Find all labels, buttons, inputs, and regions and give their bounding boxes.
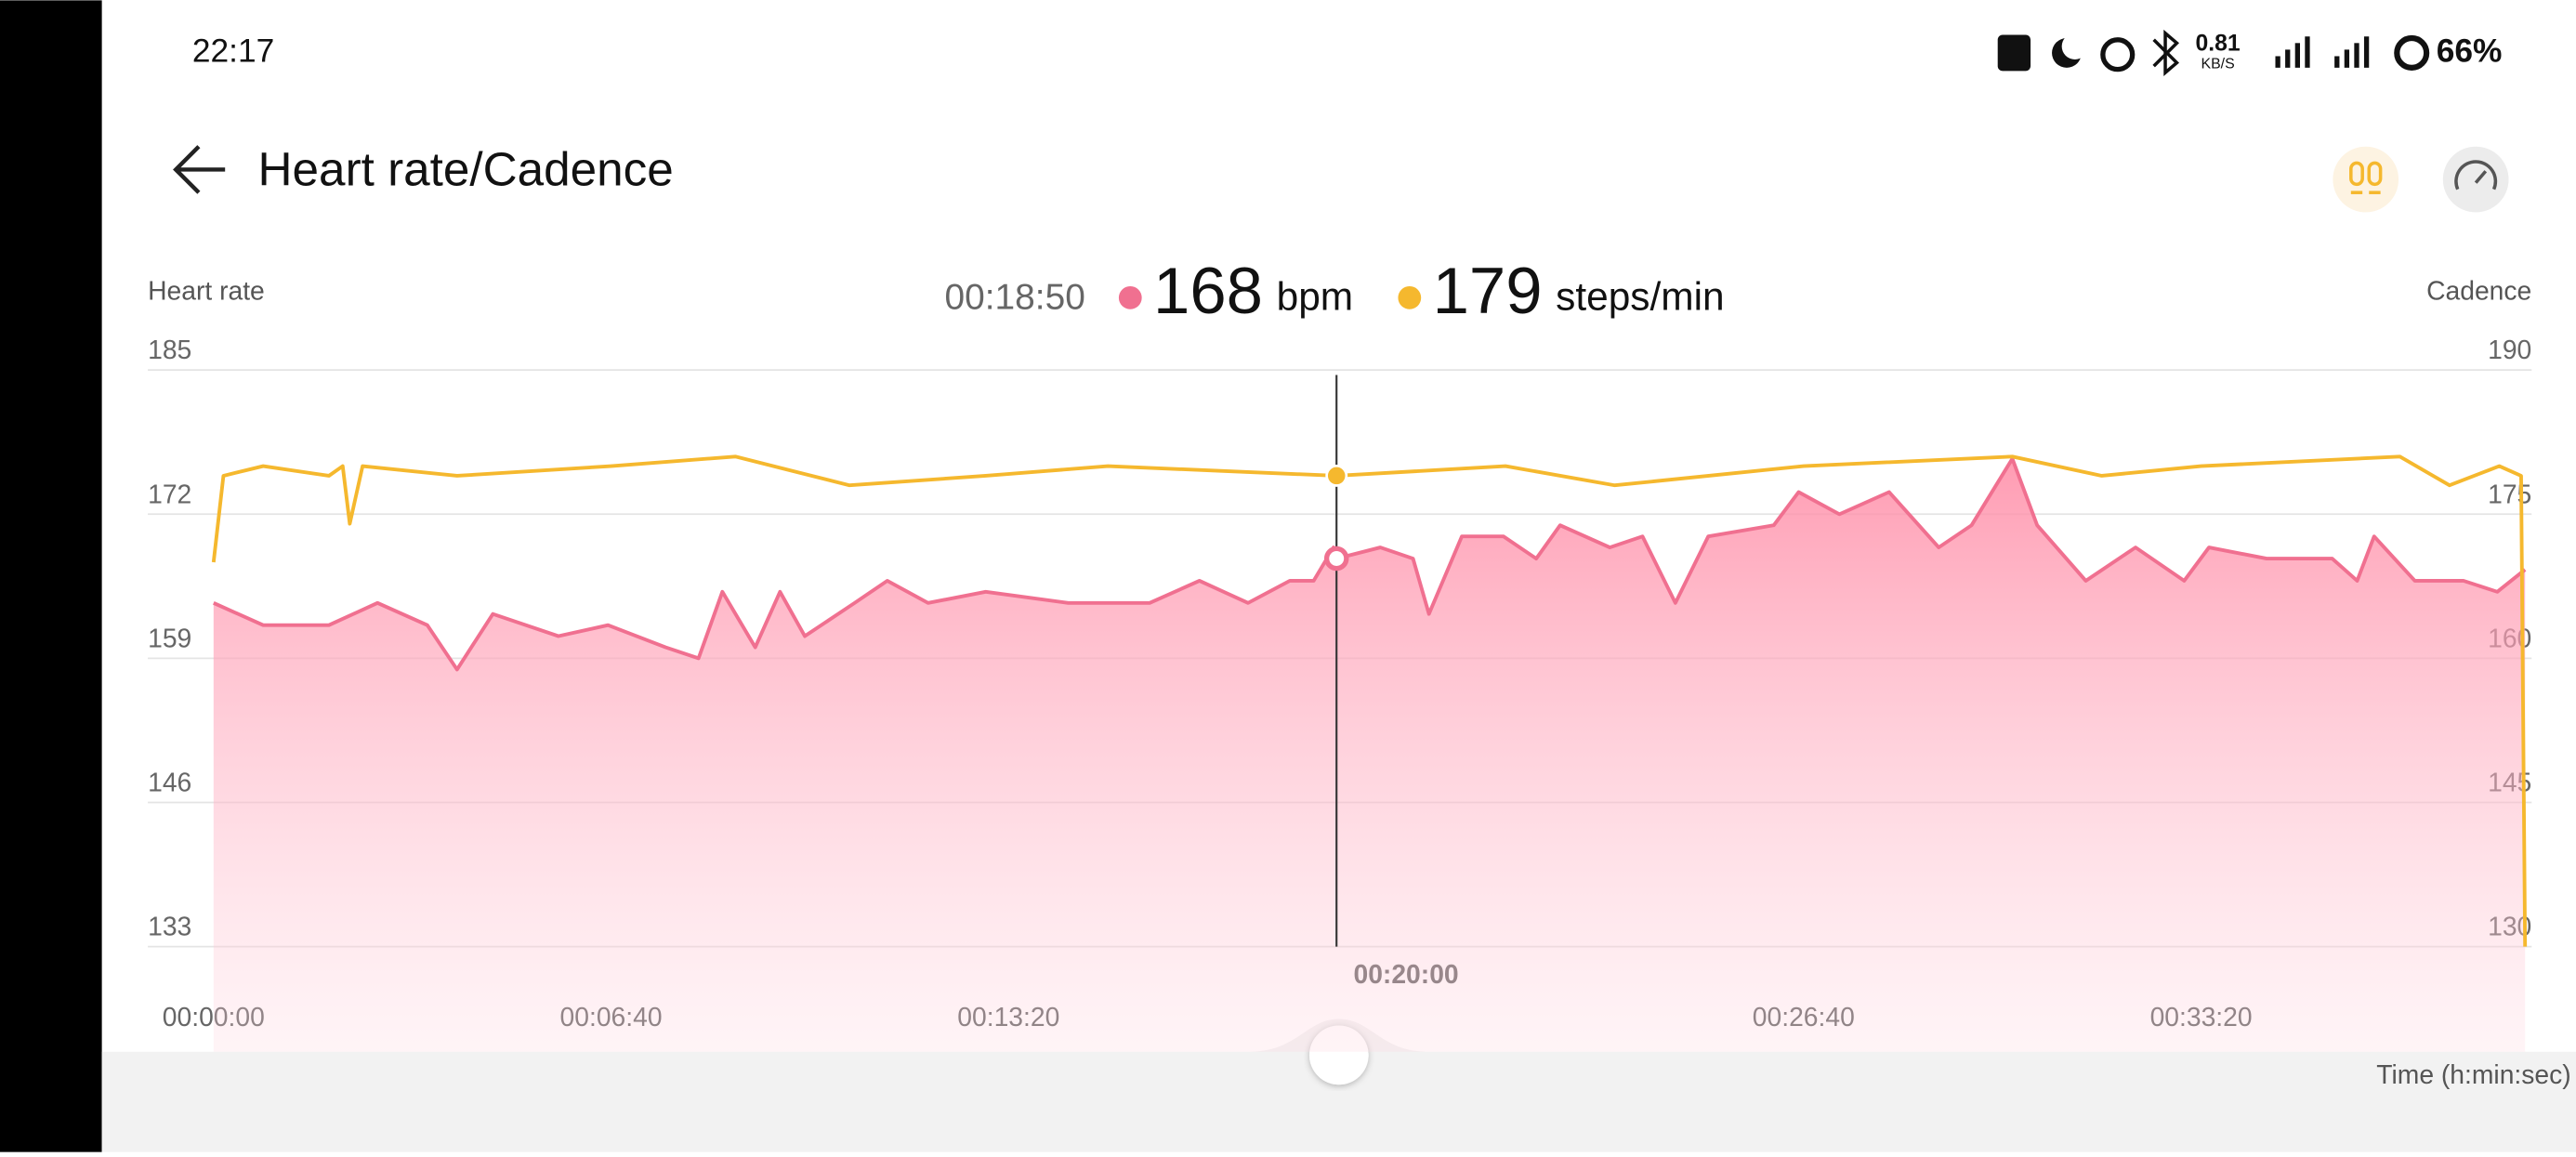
- area: [213, 458, 2526, 1052]
- y-tick-label: 172: [148, 479, 191, 508]
- y-tick-label: 146: [148, 768, 191, 797]
- net-speed-unit: KB/S: [2201, 57, 2234, 72]
- readout-cadence-unit: steps/min: [1556, 274, 1724, 318]
- y-tick-label: 159: [148, 623, 191, 652]
- cadence-toggle[interactable]: [2333, 146, 2399, 213]
- status-time: 22:17: [192, 33, 274, 69]
- y-axis-title: Heart rate: [148, 276, 265, 306]
- net-speed: 0.81: [2196, 32, 2241, 57]
- y2-tick-label: 190: [2488, 335, 2531, 364]
- page-title: Heart rate/Cadence: [258, 143, 674, 196]
- y2-tick-label: 175: [2488, 479, 2531, 508]
- readout-hr: 168: [1153, 254, 1263, 327]
- scrub-bar: [101, 1019, 2576, 1152]
- status-icons: [1997, 29, 2430, 76]
- hr-marker: [1323, 546, 1349, 572]
- readout-hr-unit: bpm: [1277, 274, 1354, 318]
- line: [211, 454, 2528, 947]
- y2-axis-title: Cadence: [2426, 276, 2531, 306]
- cadence-dot: [1398, 285, 1422, 309]
- battery: 66%: [2437, 33, 2503, 69]
- plot: 13314615917218513014516017519000:00:0000…: [148, 335, 2532, 1052]
- left-edge: [0, 0, 102, 1152]
- back-button[interactable]: [173, 145, 226, 194]
- y-tick-label: 133: [148, 912, 191, 941]
- x-axis-title: Time (h:min:sec): [2376, 1059, 2570, 1089]
- line: [213, 456, 2527, 672]
- readout-cadence: 179: [1433, 254, 1543, 327]
- cadence-marker: [1325, 464, 1348, 487]
- pace-toggle[interactable]: [2442, 146, 2509, 213]
- y-tick-label: 185: [148, 335, 191, 364]
- hr-dot: [1118, 285, 1142, 309]
- readout-time: 00:18:50: [945, 277, 1085, 317]
